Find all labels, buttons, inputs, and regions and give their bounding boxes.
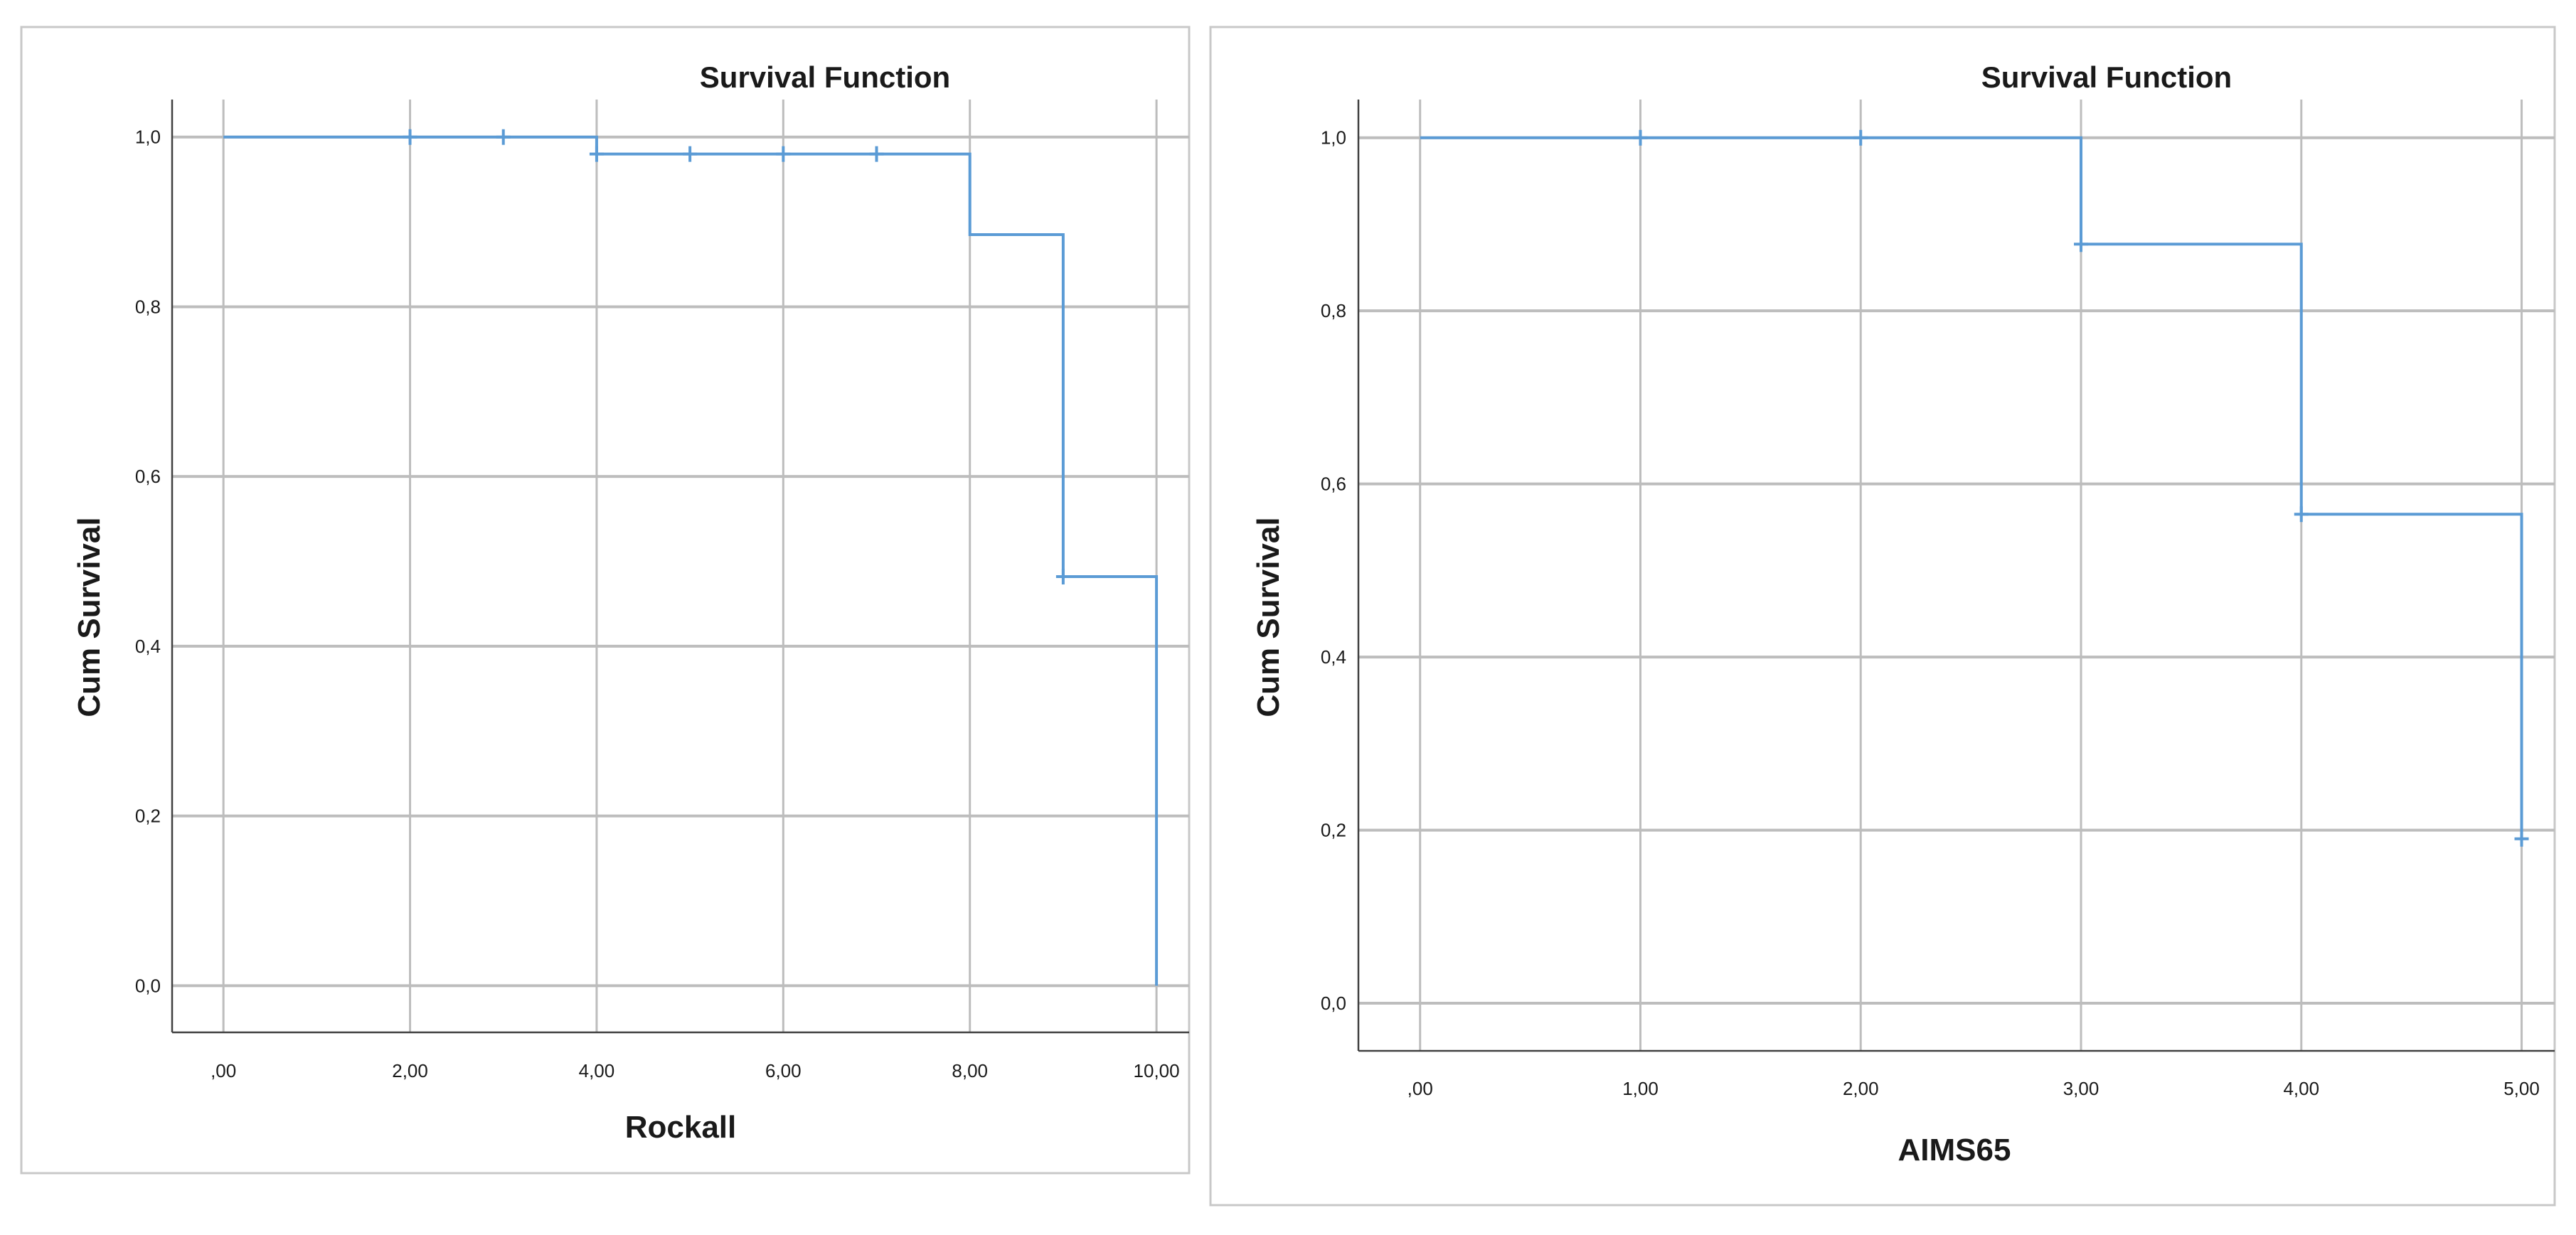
censored-marker [1633, 129, 1648, 146]
y-tick-label: 0,0 [135, 975, 161, 996]
censored-marker [869, 146, 884, 162]
survival-curve-series-1 [1420, 136, 2523, 839]
censored-marker [589, 146, 604, 162]
y-axis-label: Cum Survival [72, 517, 107, 717]
y-tick-label: 0,8 [135, 296, 161, 317]
gridlines [172, 100, 1189, 1032]
censored-marker [2514, 830, 2529, 847]
censored-marker [1055, 569, 1070, 585]
y-tick-label: 0,0 [1321, 993, 1346, 1014]
x-tick-label: 2,00 [1843, 1078, 1879, 1099]
x-tick-label: 6,00 [765, 1060, 802, 1081]
panel-frame [1209, 26, 2556, 1207]
x-tick-label: 3,00 [2063, 1078, 2099, 1099]
x-tick-label: 4,00 [2283, 1078, 2319, 1099]
censored-markers [403, 129, 1070, 585]
x-axis-label: AIMS65 [1898, 1133, 2011, 1167]
y-tick-label: 0,6 [135, 466, 161, 487]
chart-panel-1: ,00 2,00 4,00 6,00 8,00 10,00 0,0 0,2 0,4 0,6 0,8 1… [20, 26, 1191, 1175]
y-tick-label: 0,2 [1321, 820, 1346, 841]
x-axis-label: Rockall [625, 1110, 737, 1145]
chart-title: Survival Function [700, 60, 950, 94]
chart-title: Survival Function [1981, 60, 2232, 94]
y-tick-label: 1,0 [1321, 127, 1346, 149]
censored-markers [1633, 129, 2529, 847]
x-tick-label: 10,00 [1134, 1060, 1180, 1081]
x-tick-label: 8,00 [952, 1060, 988, 1081]
x-tick-label: 5,00 [2503, 1078, 2540, 1099]
y-tick-label: 0,4 [135, 636, 161, 657]
censored-marker [2294, 506, 2309, 523]
y-tick-label: 0,4 [1321, 646, 1346, 668]
x-tick-label: ,00 [211, 1060, 236, 1081]
panel-frame [20, 26, 1191, 1175]
x-tick-label: 4,00 [579, 1060, 615, 1081]
y-tick-label: 1,0 [135, 127, 161, 148]
censored-marker [2074, 236, 2089, 252]
censored-marker [1853, 129, 1868, 146]
y-tick-label: 0,8 [1321, 300, 1346, 321]
survival-curve-series-1 [223, 135, 1159, 986]
x-tick-label: ,00 [1407, 1078, 1433, 1099]
censored-marker [683, 146, 698, 162]
censored-marker [403, 129, 417, 145]
y-tick-label: 0,6 [1321, 474, 1346, 495]
chart-panel-2: ,00 1,00 2,00 3,00 4,00 5,00 0,0 0,2 0,4 0,6 0,8 1,… [1209, 26, 2556, 1207]
x-tick-label: 2,00 [392, 1060, 428, 1081]
panels: ,00 2,00 4,00 6,00 8,00 10,00 0,0 0,2 0,4 0,6 0,8 1… [20, 26, 2556, 1207]
censored-marker [776, 146, 791, 162]
y-tick-label: 0,2 [135, 806, 161, 827]
y-axis-label: Cum Survival [1251, 517, 1286, 717]
censored-marker [496, 129, 511, 145]
x-tick-label: 1,00 [1622, 1078, 1659, 1099]
